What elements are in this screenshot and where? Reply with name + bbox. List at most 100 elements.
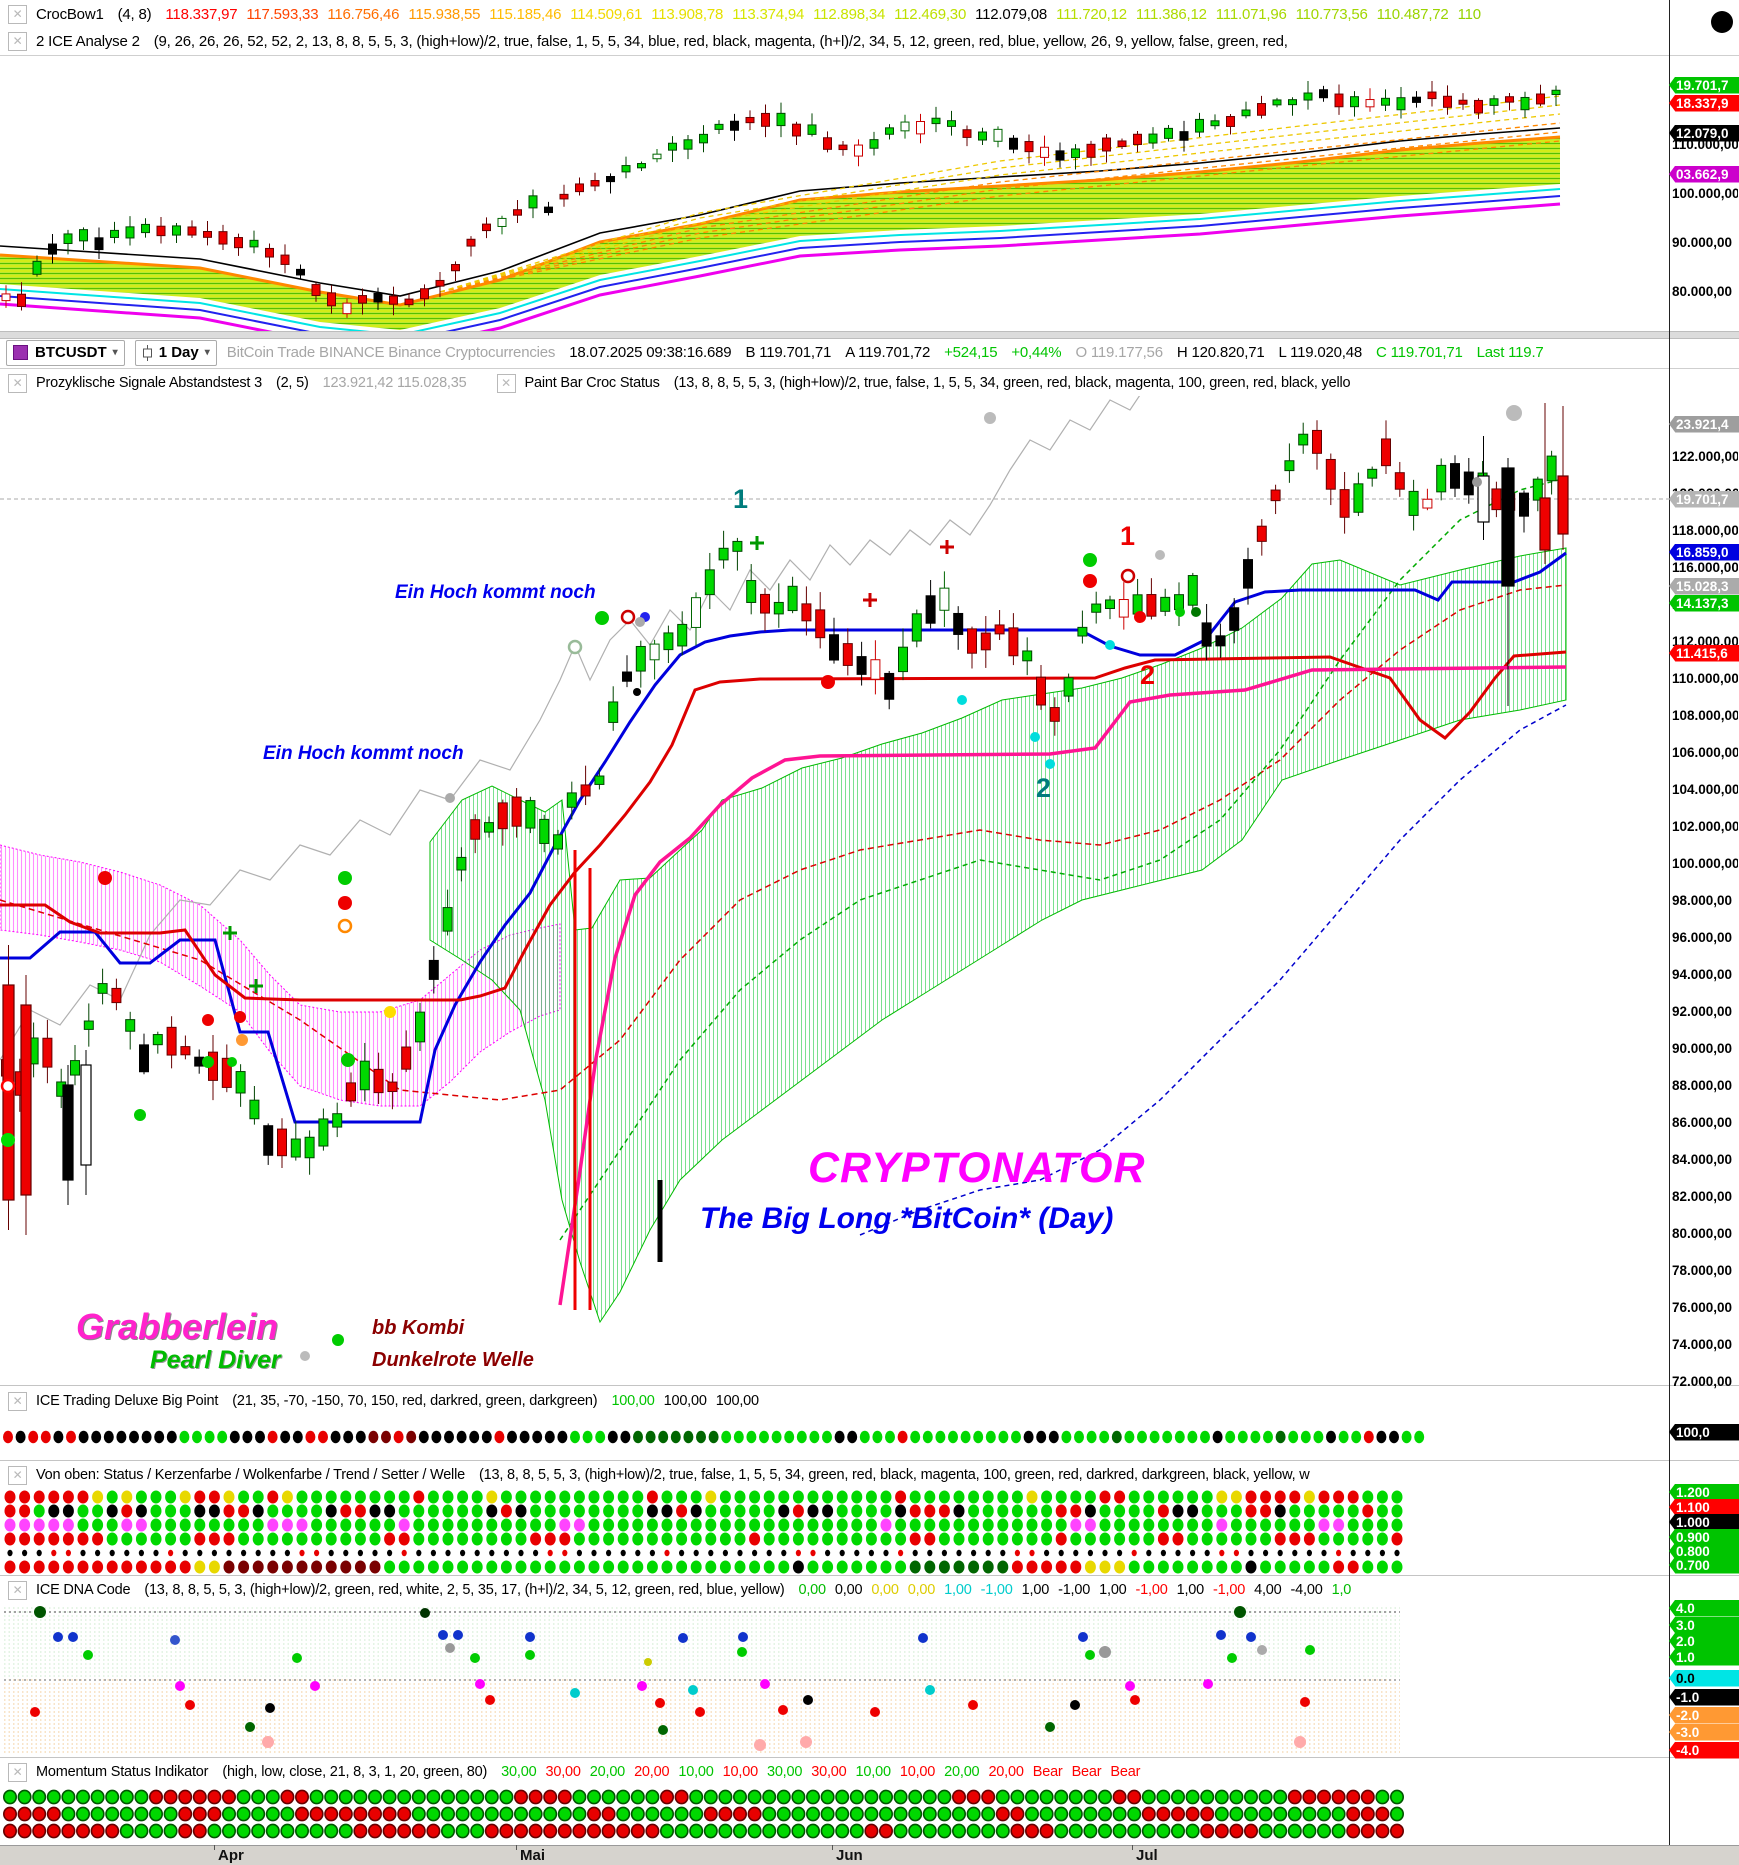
axis-price-badge: 23.921,4 xyxy=(1669,415,1739,433)
axis-price-badge: -4.0 xyxy=(1669,1741,1739,1759)
indicator-name: ICE DNA Code xyxy=(36,1582,131,1598)
symbol-label: BTCUSDT xyxy=(35,344,107,361)
axis-price-badge: 1.0 xyxy=(1669,1648,1739,1666)
axis-price-badge: 1.100 xyxy=(1669,1498,1739,1516)
axis-label: 100.000,00 xyxy=(1672,186,1738,201)
symbol-select[interactable]: BTCUSDT ▾ xyxy=(6,339,125,366)
indicator-checkbox-ice-trading[interactable]: ✕ xyxy=(8,1391,27,1411)
panel-header-ice-trading: ✕ ICE Trading Deluxe Big Point (21, 35, … xyxy=(0,1389,768,1413)
indicator-checkbox-dna[interactable]: ✕ xyxy=(8,1580,27,1600)
indicator-header-crocbow: ✕ CrocBow1 (4, 8) 118.337,97 117.593,33 11… xyxy=(0,3,1490,25)
indicator-values: 123.921,42 115.028,35 xyxy=(322,375,467,391)
indicator-checkbox-paintbar[interactable]: ✕ xyxy=(496,373,516,393)
panel-header-von-oben: ✕ Von oben: Status / Kerzenfarbe / Wolke… xyxy=(0,1463,1310,1487)
panel-header-momentum: ✕ Momentum Status Indikator (high, low, … xyxy=(0,1760,1149,1784)
indicator-name: 2 ICE Analyse 2 xyxy=(36,32,140,50)
axis-price-badge: 0.700 xyxy=(1669,1556,1739,1574)
indicator-params: (2, 5) xyxy=(275,375,309,391)
time-axis-label: Mai xyxy=(520,1847,546,1864)
indicator-values: 30,00 30,00 20,00 20,00 10,00 10,00 30,00 30,00… xyxy=(501,1764,1141,1780)
axis-price-badge: 3.0 xyxy=(1669,1616,1739,1634)
indicator-checkbox-von-oben[interactable]: ✕ xyxy=(8,1465,27,1485)
indicator-name: CrocBow1 xyxy=(36,5,104,23)
axis-price-badge: 19.701,7 xyxy=(1669,490,1739,508)
time-axis-label: Jul xyxy=(1136,1847,1158,1864)
axis-label: 90.000,00 xyxy=(1672,235,1733,250)
axis-price-badge: 100,0 xyxy=(1669,1423,1739,1441)
indicator-checkbox-crocbow[interactable]: ✕ xyxy=(8,4,27,24)
indicator-values: 100,00 100,00 100,00 xyxy=(611,1393,759,1409)
axis-label: 86.000,00 xyxy=(1672,1115,1733,1130)
axis-price-badge: 12.079,0 xyxy=(1669,124,1739,142)
annotation-ein-hoch-2: Ein Hoch kommt noch xyxy=(263,743,464,764)
axis-label: 116.000,00 xyxy=(1672,560,1738,575)
axis-label: 82.000,00 xyxy=(1672,1189,1733,1204)
indicator-params: (13, 8, 8, 5, 5, 3, (high+low)/2, true, … xyxy=(478,1467,1310,1483)
axis-label: 90.000,00 xyxy=(1672,1041,1733,1056)
indicator-header-ice-analyse: ✕ 2 ICE Analyse 2 (9, 26, 26, 26, 52, 52… xyxy=(0,30,1288,52)
annotation-bb-kombi: bb Kombi xyxy=(372,1317,465,1339)
axis-label: 78.000,00 xyxy=(1672,1263,1733,1278)
axis-label: 76.000,00 xyxy=(1672,1300,1733,1315)
annotation-big-long: The Big Long *BitCoin* (Day) xyxy=(700,1202,1114,1235)
axis-label: 122.000,00 xyxy=(1672,449,1738,464)
annotation-dunkelrote-welle: Dunkelrote Welle xyxy=(372,1349,534,1371)
axis-price-badge: 18.337,9 xyxy=(1669,94,1739,112)
annotation-wave-2-red: 2 xyxy=(1140,660,1156,690)
axis-price-badge: 0.900 xyxy=(1669,1528,1739,1546)
axis-price-badge: 0.800 xyxy=(1669,1542,1739,1560)
axis-label: 104.000,00 xyxy=(1672,782,1738,797)
period-select[interactable]: 1 Day ▾ xyxy=(134,339,217,366)
annotation-ein-hoch-1: Ein Hoch kommt noch xyxy=(395,582,596,603)
axis-price-badge: -2.0 xyxy=(1669,1706,1739,1724)
axis-label: 80.000,00 xyxy=(1672,284,1733,299)
indicator-params: (13, 8, 8, 5, 5, 3, (high+low)/2, true, … xyxy=(673,375,1351,391)
indicator-name: Paint Bar Croc Status xyxy=(524,375,660,391)
logo-circle xyxy=(1711,11,1733,33)
axis-price-badge: 19.701,7 xyxy=(1669,76,1739,94)
indicator-params: (21, 35, -70, -150, 70, 150, red, darkre… xyxy=(232,1393,598,1409)
annotation-pearl-diver: Pearl Diver xyxy=(150,1346,281,1374)
time-axis[interactable] xyxy=(0,1845,1739,1865)
axis-price-badge: 0.0 xyxy=(1669,1669,1739,1687)
axis-price-badge: 15.028,3 xyxy=(1669,577,1739,595)
indicator-header-prozyklische: ✕ Prozyklische Signale Abstandstest 3 (2… xyxy=(0,371,1350,395)
indicator-checkbox-prozyklische[interactable]: ✕ xyxy=(8,373,27,393)
axis-label: 84.000,00 xyxy=(1672,1152,1733,1167)
symbol-icon xyxy=(13,345,28,360)
indicator-params: (high, low, close, 21, 8, 3, 1, 20, gree… xyxy=(222,1764,488,1780)
indicator-params: (4, 8) xyxy=(117,5,152,23)
period-label: 1 Day xyxy=(158,344,199,361)
axis-label: 92.000,00 xyxy=(1672,1004,1733,1019)
candle-icon xyxy=(142,344,152,361)
indicator-values: 0,00 0,00 0,00 0,00 1,00 -1,00 1,00 -1,00 1,00 -1… xyxy=(798,1582,1352,1598)
chevron-down-icon: ▾ xyxy=(112,347,118,358)
toolbar: BTCUSDT ▾ 1 Day ▾ BitCoin Trade BINANCE … xyxy=(0,338,1558,367)
axis-label: 74.000,00 xyxy=(1672,1337,1733,1352)
indicator-name: Momentum Status Indikator xyxy=(36,1764,209,1780)
time-axis-label: Apr xyxy=(218,1847,244,1864)
axis-label: 110.000,00 xyxy=(1672,671,1738,686)
time-axis-label: Jun xyxy=(836,1847,863,1864)
quote-values: B 119.701,71 A 119.701,72 +524,15 +0,44% O 1… xyxy=(745,344,1544,361)
panel-header-dna: ✕ ICE DNA Code (13, 8, 8, 5, 5, 3, (high… xyxy=(0,1578,1360,1602)
indicator-name: Prozyklische Signale Abstandstest 3 xyxy=(36,375,262,391)
panel-divider[interactable] xyxy=(0,331,1739,339)
indicator-checkbox-ice-analyse[interactable]: ✕ xyxy=(8,31,27,51)
annotation-cryptonator: CRYPTONATOR xyxy=(808,1144,1146,1192)
price-axis-line xyxy=(1669,0,1670,1845)
indicator-checkbox-momentum[interactable]: ✕ xyxy=(8,1762,27,1782)
axis-label: 72.000,00 xyxy=(1672,1374,1733,1389)
axis-price-badge: 14.137,3 xyxy=(1669,594,1739,612)
indicator-name: ICE Trading Deluxe Big Point xyxy=(36,1393,219,1409)
axis-label: 96.000,00 xyxy=(1672,930,1733,945)
axis-price-badge: 4.0 xyxy=(1669,1599,1739,1617)
annotation-wave-1-red: 1 xyxy=(1120,521,1136,551)
annotation-grabberlein: Grabberlein xyxy=(76,1306,279,1347)
indicator-params: (13, 8, 8, 5, 5, 3, (high+low)/2, green,… xyxy=(144,1582,785,1598)
axis-price-badge: -1.0 xyxy=(1669,1688,1739,1706)
axis-label: 106.000,00 xyxy=(1672,745,1738,760)
chevron-down-icon: ▾ xyxy=(204,347,210,358)
